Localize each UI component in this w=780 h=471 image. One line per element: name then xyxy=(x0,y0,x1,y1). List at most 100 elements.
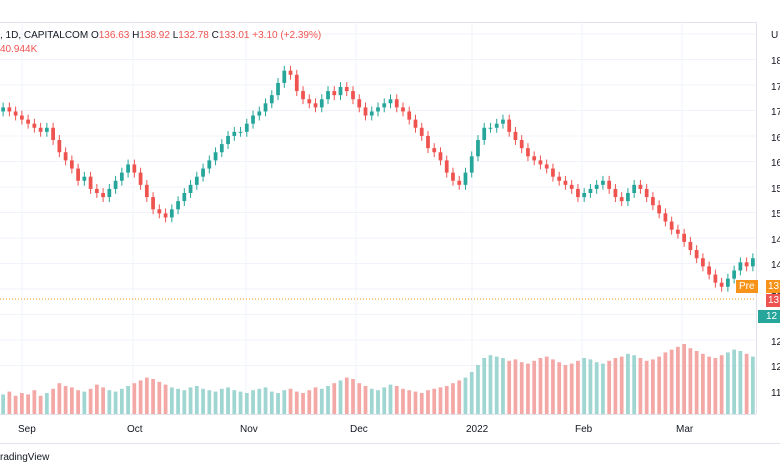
candle-body xyxy=(288,70,293,75)
close-label: C xyxy=(211,30,219,41)
chart-area[interactable] xyxy=(0,22,756,414)
candle-body xyxy=(126,164,130,173)
candle-body xyxy=(657,205,662,214)
candle-body xyxy=(7,107,12,112)
candle-body xyxy=(319,99,324,108)
candle-body xyxy=(119,172,124,181)
candle-body xyxy=(451,172,455,181)
candlestick-chart[interactable] xyxy=(0,22,756,414)
candle-body xyxy=(463,172,468,185)
volume-bar xyxy=(32,390,37,414)
candle-body xyxy=(701,258,705,267)
candle-body xyxy=(369,111,374,116)
volume-bar xyxy=(363,386,368,414)
candle-body xyxy=(176,201,180,210)
candle-body xyxy=(469,156,474,173)
candle-body xyxy=(138,172,143,185)
price-tick: 16 xyxy=(771,132,780,144)
candle-body xyxy=(432,148,437,153)
candle-body xyxy=(651,197,655,206)
volume-bar xyxy=(707,356,712,414)
candle-body xyxy=(251,115,255,124)
time-axis[interactable]: Sep Oct Nov Dec 2022 Feb Mar xyxy=(0,414,756,437)
volume-bar xyxy=(219,388,224,414)
candle-body xyxy=(713,274,718,283)
volume-bar xyxy=(394,386,399,414)
candle-body xyxy=(644,188,649,198)
volume-bar xyxy=(107,390,112,414)
symbol-label: , 1D, CAPITALCOM xyxy=(0,30,89,41)
volume-bar xyxy=(101,387,105,414)
volume-bar xyxy=(188,387,193,414)
volume-bar xyxy=(132,383,137,414)
candle-body xyxy=(751,258,755,267)
candle-body xyxy=(363,107,368,116)
candle-body xyxy=(244,123,249,132)
high-label: H xyxy=(132,30,140,41)
candle-body xyxy=(44,127,49,132)
volume-bar xyxy=(557,362,562,414)
candle-body xyxy=(544,164,549,169)
volume-bar xyxy=(744,353,749,414)
volume-bar xyxy=(163,384,168,414)
volume-bar xyxy=(88,388,93,414)
volume-bar xyxy=(157,381,162,414)
candle-body xyxy=(357,99,362,108)
candle-body xyxy=(601,180,605,185)
price-tick: 16 xyxy=(771,158,780,169)
volume-bar xyxy=(457,380,462,414)
tradingview-label[interactable]: radingView xyxy=(0,452,50,463)
volume-bar xyxy=(413,391,418,414)
candle-body xyxy=(88,176,93,189)
volume-bar xyxy=(269,391,274,414)
month-sep: Sep xyxy=(18,424,36,435)
volume-bar xyxy=(82,391,87,414)
volume-bar xyxy=(201,388,205,414)
volume-bar xyxy=(301,393,305,414)
volume-bar xyxy=(144,377,149,414)
candle-body xyxy=(226,135,230,145)
volume-bar xyxy=(369,388,374,414)
volume-bar xyxy=(532,360,537,414)
volume-bar xyxy=(319,388,324,414)
candle-body xyxy=(276,82,280,96)
candle-body xyxy=(219,144,224,153)
candle-body xyxy=(151,197,155,210)
year-2022: 2022 xyxy=(466,424,489,435)
candle-body xyxy=(569,184,574,189)
volume-bar xyxy=(213,391,218,414)
candle-body xyxy=(638,184,643,189)
volume-bar xyxy=(251,390,255,414)
volume-bar xyxy=(526,363,530,414)
candle-body xyxy=(663,213,668,222)
volume-bar xyxy=(444,386,449,414)
volume-bar xyxy=(594,362,599,414)
volume-bar xyxy=(126,386,130,414)
volume-bar xyxy=(407,390,412,414)
volume-bar xyxy=(626,353,630,414)
volume-bar xyxy=(538,358,543,414)
candle-body xyxy=(313,103,318,108)
candle-body xyxy=(144,184,149,198)
open-value: 136.63 xyxy=(98,30,130,41)
candle-body xyxy=(238,131,243,133)
volume-bar xyxy=(513,359,518,414)
pre-price-badge: 13 xyxy=(766,280,780,293)
month-nov: Nov xyxy=(240,424,258,435)
price-tick: 17 xyxy=(771,81,780,93)
candle-body xyxy=(1,107,5,112)
ohlc-legend: , 1D, CAPITALCOM O136.63 H138.92 L132.78… xyxy=(0,30,321,41)
volume-bar xyxy=(657,356,662,414)
volume-bar xyxy=(294,391,299,414)
volume-bar xyxy=(576,360,580,414)
candle-body xyxy=(632,184,637,193)
volume-bar xyxy=(313,387,318,414)
volume-bar xyxy=(569,363,574,414)
candle-body xyxy=(57,140,62,153)
volume-bar xyxy=(232,390,237,414)
candle-body xyxy=(232,131,237,136)
volume-bar xyxy=(288,388,293,414)
volume-bar xyxy=(113,391,118,414)
volume-bar xyxy=(238,391,243,414)
